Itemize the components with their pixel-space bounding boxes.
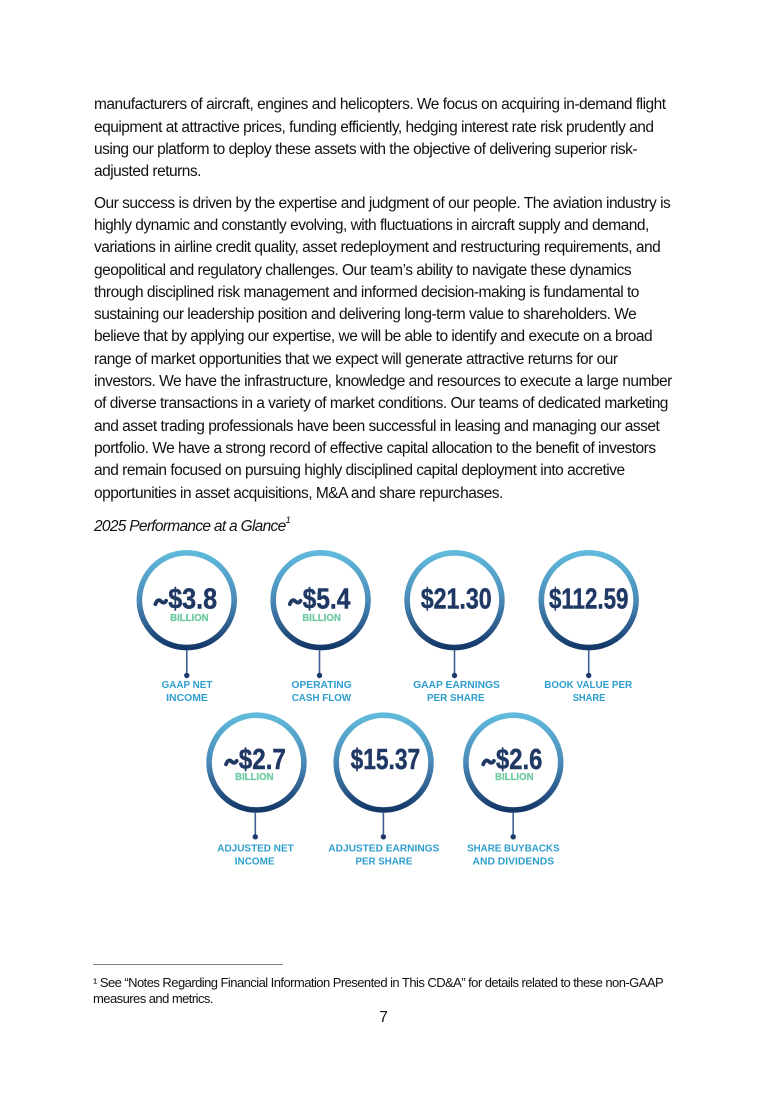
svg-text:BILLION: BILLION	[302, 613, 341, 624]
svg-text:BOOK VALUE PER: BOOK VALUE PER	[544, 679, 632, 691]
svg-text:SHARE BUYBACKS: SHARE BUYBACKS	[467, 843, 559, 855]
svg-text:$21.30: $21.30	[421, 584, 492, 616]
svg-text:$2.6: $2.6	[496, 744, 542, 776]
svg-text:INCOME: INCOME	[235, 856, 275, 868]
svg-text:CASH FLOW: CASH FLOW	[292, 692, 351, 704]
svg-text:$15.37: $15.37	[351, 744, 421, 776]
svg-text:$2.7: $2.7	[239, 744, 286, 776]
svg-text:ADJUSTED NET: ADJUSTED NET	[217, 843, 294, 855]
svg-text:GAAP EARNINGS: GAAP EARNINGS	[413, 679, 500, 691]
svg-text:AND DIVIDENDS: AND DIVIDENDS	[473, 856, 555, 868]
svg-text:GAAP NET: GAAP NET	[162, 679, 213, 691]
svg-text:PER SHARE: PER SHARE	[355, 856, 412, 868]
svg-text:OPERATING: OPERATING	[292, 679, 352, 691]
svg-text:PER SHARE: PER SHARE	[427, 692, 485, 704]
svg-text:SHARE: SHARE	[573, 692, 606, 704]
svg-text:$5.4: $5.4	[303, 584, 351, 616]
svg-text:ADJUSTED EARNINGS: ADJUSTED EARNINGS	[328, 843, 439, 855]
svg-text:BILLION: BILLION	[495, 772, 534, 783]
svg-text:$112.59: $112.59	[549, 584, 629, 616]
svg-text:INCOME: INCOME	[166, 692, 208, 704]
svg-text:$3.8: $3.8	[168, 584, 217, 616]
svg-text:BILLION: BILLION	[235, 772, 274, 783]
svg-text:BILLION: BILLION	[170, 613, 209, 624]
